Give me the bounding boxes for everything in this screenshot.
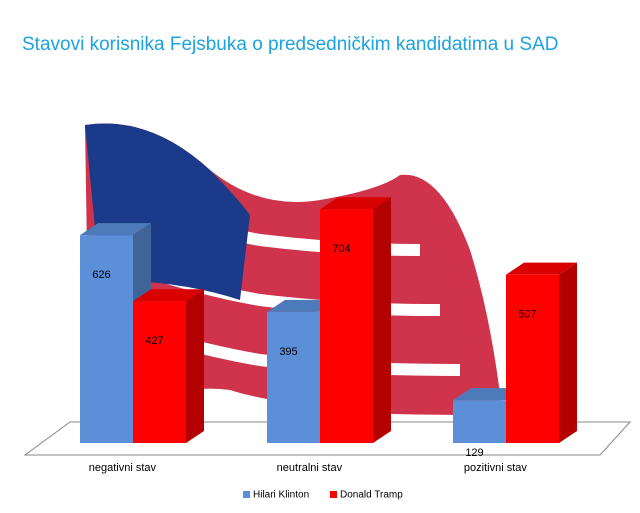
legend-label: Donald Tramp [340, 490, 403, 501]
legend-swatch [243, 491, 250, 498]
value-label: 507 [518, 309, 536, 321]
bar-side [186, 289, 204, 443]
bar [320, 209, 373, 443]
value-label: 626 [92, 269, 110, 281]
bar-side [373, 197, 391, 443]
legend-label: Hilari Klinton [253, 490, 309, 501]
x-tick-label: negativni stav [89, 462, 157, 474]
bar-top [80, 223, 151, 236]
bar [80, 235, 133, 443]
bar [133, 301, 186, 443]
value-label: 395 [279, 346, 297, 358]
chart-title: Stavovi korisnika Fejsbuka o predsedničk… [22, 34, 558, 55]
bar-top [506, 262, 577, 275]
value-label: 427 [145, 335, 163, 347]
x-tick-label: neutralni stav [277, 462, 343, 474]
x-tick-label: pozitivni stav [464, 462, 527, 474]
bar [506, 274, 559, 443]
value-label: 704 [332, 243, 350, 255]
bar-top [133, 289, 204, 302]
legend-swatch [330, 491, 337, 498]
bar-top [320, 197, 391, 210]
bar-side [559, 262, 577, 443]
bar [453, 400, 506, 443]
bar [267, 311, 320, 443]
value-label: 129 [465, 447, 483, 459]
